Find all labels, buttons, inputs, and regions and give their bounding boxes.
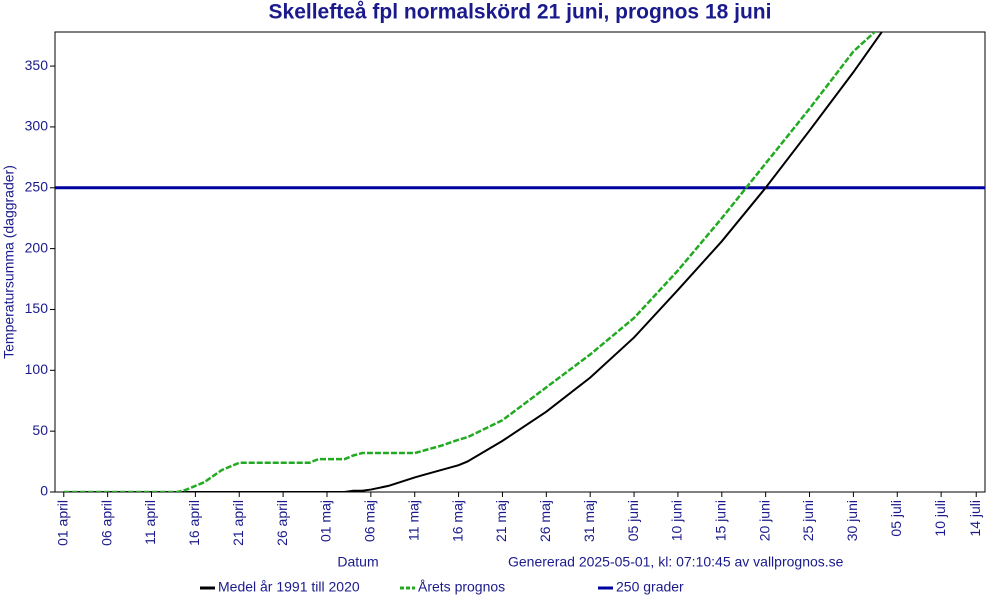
series-line [63, 32, 884, 492]
y-tick-label: 0 [40, 483, 48, 499]
x-tick-label: 14 juli [967, 500, 983, 537]
x-tick-label: 26 maj [537, 500, 553, 542]
x-tick-label: 30 juni [844, 500, 860, 541]
y-tick-label: 50 [32, 422, 48, 438]
x-tick-label: 20 juni [756, 500, 772, 541]
x-tick-label: 15 juni [712, 500, 728, 541]
y-tick-label: 200 [25, 239, 49, 255]
x-tick-label: 05 juni [625, 500, 641, 541]
y-tick-label: 300 [25, 118, 49, 134]
legend-label: Medel år 1991 till 2020 [218, 579, 360, 595]
x-tick-label: 26 april [274, 500, 290, 546]
x-tick-label: 01 april [54, 500, 70, 546]
y-tick-label: 100 [25, 361, 49, 377]
plot-frame [54, 31, 986, 493]
x-tick-label: 11 maj [405, 500, 421, 541]
x-tick-label: 05 juli [888, 500, 904, 537]
y-tick-label: 350 [25, 57, 49, 73]
x-tick-label: 11 april [142, 500, 158, 545]
x-tick-label: 01 maj [318, 500, 334, 542]
legend-label: Årets prognos [418, 579, 505, 595]
x-tick-label: 21 maj [493, 500, 509, 542]
x-tick-label: 16 maj [449, 500, 465, 542]
note: Genererad 2025-05-01, kl: 07:10:45 av va… [508, 554, 844, 570]
x-tick-label: 06 maj [362, 500, 378, 542]
y-axis-label: Temperatursumma (daggrader) [1, 165, 17, 359]
y-tick-label: 150 [25, 300, 49, 316]
x-axis-label: Datum [337, 554, 378, 570]
x-tick-label: 16 april [186, 500, 202, 546]
x-tick-label: 31 maj [581, 500, 597, 542]
chart-title: Skellefteå fpl normalskörd 21 juni, prog… [269, 1, 772, 24]
x-tick-label: 06 april [98, 500, 114, 546]
legend-label: 250 grader [616, 579, 684, 595]
series-line [63, 32, 877, 492]
y-tick-label: 250 [25, 178, 49, 194]
x-tick-label: 10 juli [932, 500, 948, 537]
x-tick-label: 10 juni [669, 500, 685, 541]
x-tick-label: 21 april [230, 500, 246, 546]
x-tick-label: 25 juni [800, 500, 816, 541]
